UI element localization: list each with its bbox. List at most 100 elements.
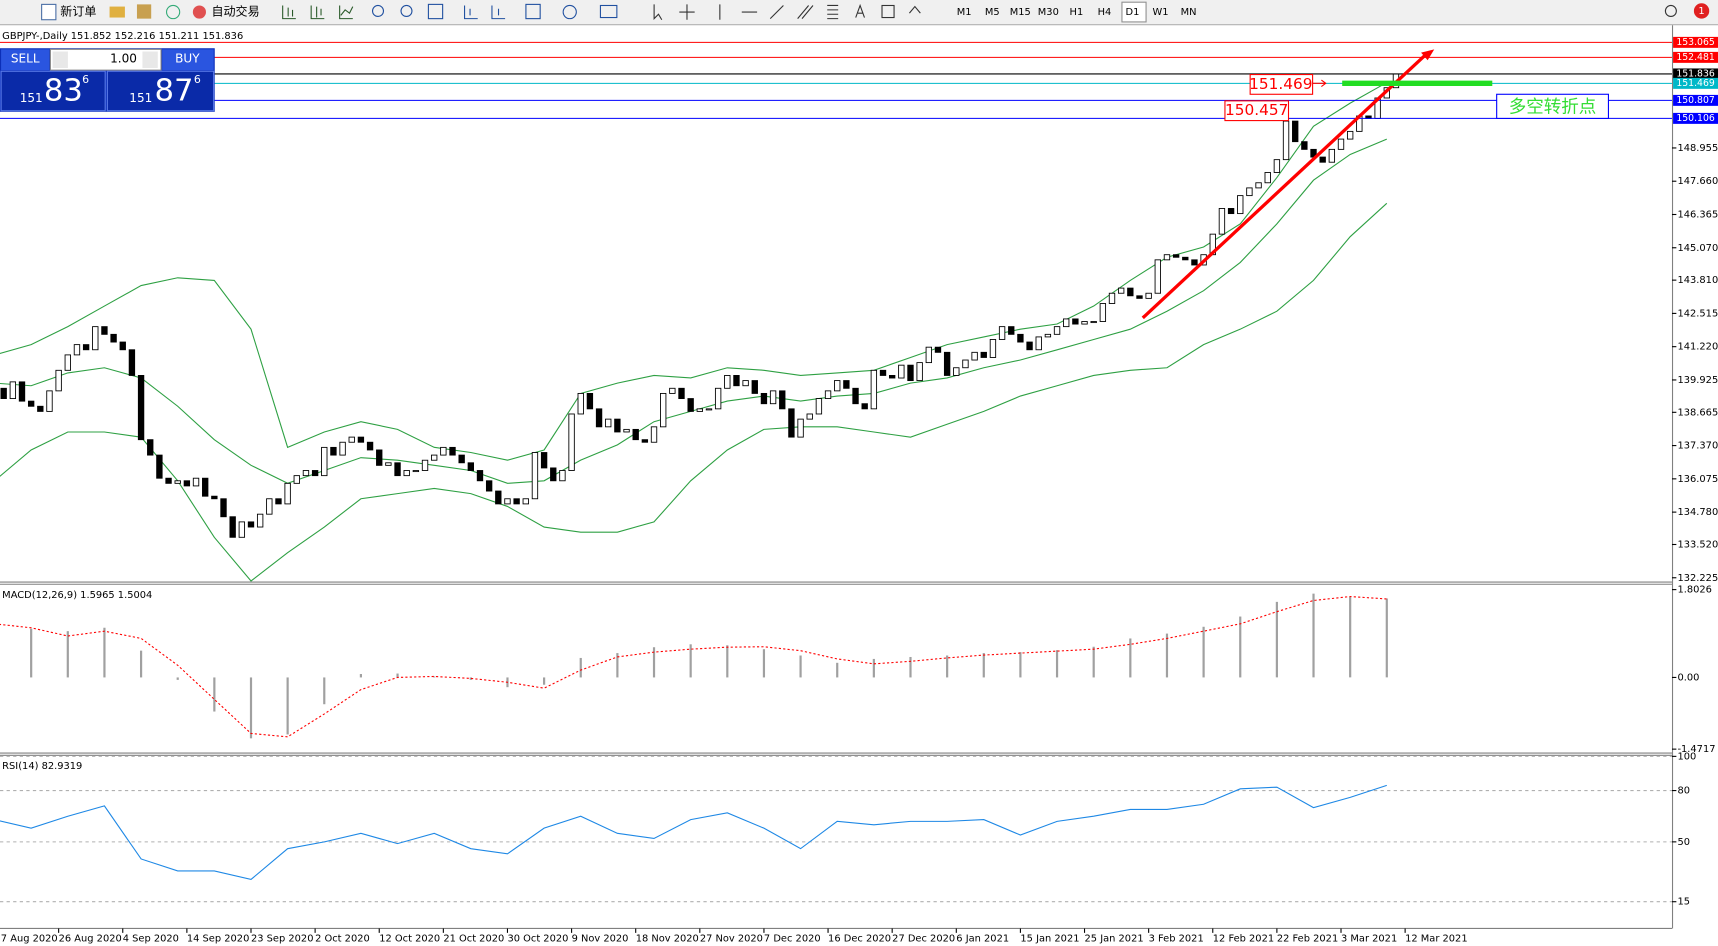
candle: [815, 398, 823, 415]
new-order-button[interactable]: 新订单: [60, 4, 96, 19]
timeframe-button[interactable]: D1: [1126, 7, 1140, 18]
candle: [156, 454, 163, 479]
candle: [907, 364, 914, 382]
candle: [1163, 254, 1171, 261]
zoom-in-icon[interactable]: [371, 4, 385, 17]
notification-badge[interactable]: [1693, 3, 1710, 19]
text-icon[interactable]: [855, 3, 865, 18]
candle: [888, 375, 896, 379]
candle: [1172, 254, 1180, 258]
candle: [1053, 326, 1061, 335]
tile-icon[interactable]: [427, 3, 444, 20]
candle: [18, 381, 26, 402]
cursor-icon[interactable]: [653, 4, 663, 21]
bar-chart-icon[interactable]: [282, 5, 296, 20]
lot-up[interactable]: [142, 51, 158, 68]
new-order-icon[interactable]: [41, 3, 57, 21]
scroll-icon[interactable]: [464, 5, 478, 20]
candle: [650, 426, 658, 443]
toolbar-icon[interactable]: [165, 4, 181, 20]
candle: [339, 441, 346, 456]
candle: [376, 449, 383, 466]
templates-icon[interactable]: [599, 4, 618, 19]
candle: [357, 436, 365, 443]
candle: [861, 403, 868, 410]
autotrade-button[interactable]: 自动交易: [211, 4, 259, 19]
candle: [1090, 321, 1097, 324]
bid-box[interactable]: [0, 70, 106, 112]
candle: [513, 498, 520, 505]
candle: [458, 454, 465, 464]
rsi-line: [0, 784, 1387, 881]
autotrade-icon[interactable]: [192, 5, 206, 19]
lot-down[interactable]: [52, 51, 68, 68]
candle: [577, 392, 584, 415]
candle: [37, 405, 44, 412]
periods-icon[interactable]: [562, 4, 577, 20]
search-icon[interactable]: [1664, 4, 1677, 17]
candle-icon[interactable]: [310, 5, 325, 20]
candle: [1319, 156, 1326, 163]
y-tick-label: -1.4717: [1677, 744, 1715, 755]
channel-icon[interactable]: [797, 5, 814, 19]
candle: [632, 428, 639, 441]
candle: [311, 470, 319, 477]
x-tick-label: 21 Oct 2020: [443, 933, 504, 944]
timeframe-button[interactable]: H4: [1098, 7, 1112, 18]
zoom-out-icon[interactable]: [400, 4, 413, 17]
candle: [101, 326, 108, 335]
candle: [806, 413, 813, 420]
indicators-icon[interactable]: [525, 3, 541, 20]
x-tick-label: 3 Mar 2021: [1341, 933, 1397, 944]
timeframe-button[interactable]: M15: [1010, 7, 1031, 18]
label-icon[interactable]: [881, 4, 895, 19]
buy-label[interactable]: BUY: [175, 52, 200, 66]
shift-icon[interactable]: [491, 5, 506, 20]
drawing-tools[interactable]: [653, 3, 921, 21]
lot-value[interactable]: 1.00: [110, 52, 137, 66]
chart-tools[interactable]: [282, 5, 354, 20]
candle: [348, 436, 355, 443]
trendline-icon[interactable]: [769, 5, 784, 20]
candle: [678, 387, 685, 400]
buy-button[interactable]: [162, 49, 214, 71]
candle: [696, 408, 703, 412]
timeframe-button[interactable]: M5: [985, 7, 1000, 18]
ask-box[interactable]: [106, 70, 215, 112]
candle: [1026, 341, 1033, 351]
timeframe-button[interactable]: W1: [1153, 7, 1169, 18]
candle: [852, 387, 859, 405]
candle: [165, 477, 172, 484]
candle: [1191, 259, 1198, 266]
sell-label[interactable]: SELL: [11, 52, 40, 66]
x-tick-label: 27 Nov 2020: [700, 933, 763, 944]
candle: [1346, 130, 1354, 140]
trend-arrow[interactable]: [1141, 54, 1426, 320]
candle: [293, 475, 300, 484]
candle: [879, 369, 887, 376]
candle: [55, 369, 62, 392]
timeframe-button[interactable]: M30: [1038, 7, 1059, 18]
lot-input[interactable]: [49, 48, 162, 71]
timeframe-button[interactable]: M1: [957, 7, 972, 18]
candle: [403, 470, 410, 477]
candle: [1182, 256, 1189, 261]
toolbar-icon[interactable]: [136, 4, 152, 19]
sell-button[interactable]: [1, 49, 50, 71]
arrows-icon[interactable]: [908, 5, 921, 14]
ask-prefix: 151: [129, 91, 152, 105]
candle: [614, 418, 621, 433]
zoom-tools[interactable]: [371, 3, 618, 20]
timeframe-button[interactable]: H1: [1070, 7, 1084, 18]
crosshair-icon[interactable]: [679, 4, 695, 20]
candle: [229, 516, 236, 538]
y-tick-label: 138.665: [1677, 407, 1718, 418]
timeframe-button[interactable]: MN: [1181, 7, 1197, 18]
fibo-icon[interactable]: [827, 4, 839, 20]
toolbar-icon[interactable]: [109, 6, 125, 18]
y-tick-label: 80: [1677, 786, 1690, 797]
candle: [220, 498, 227, 518]
x-tick-label: 15 Jan 2021: [1020, 933, 1079, 944]
annotation-box: [1496, 93, 1609, 119]
line-chart-icon[interactable]: [339, 5, 354, 20]
